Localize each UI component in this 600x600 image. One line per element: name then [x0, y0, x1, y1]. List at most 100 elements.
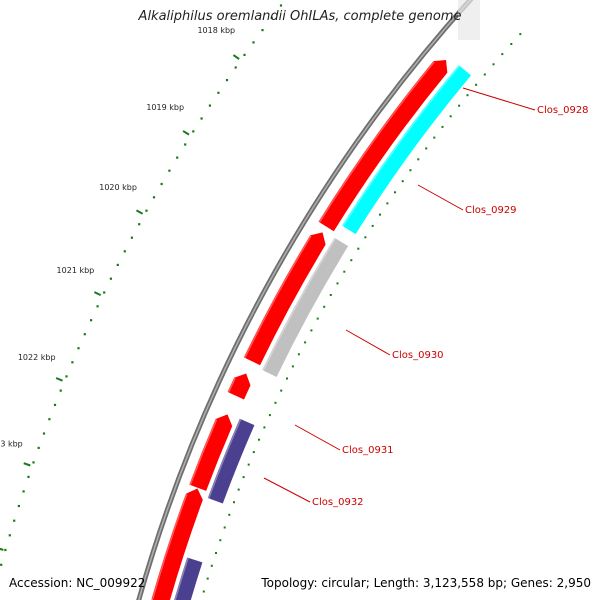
scale-tick-label: 1019 kbp: [146, 103, 184, 112]
forward-cds-arrow-shine: [318, 61, 435, 223]
inner-scale-dot: [501, 53, 504, 56]
grey-cds-block-shine: [262, 237, 337, 371]
inner-scale-dot: [492, 63, 495, 66]
forward-cds-arrow: [151, 488, 203, 600]
gene-leader-line: [345, 329, 391, 356]
inner-scale-dot: [364, 236, 367, 239]
scale-dot: [96, 305, 99, 308]
scale-tick: [232, 54, 240, 60]
inner-scale-dot: [233, 501, 235, 504]
forward-cds-arrow: [243, 232, 326, 366]
scale-tick-label: 1018 kbp: [197, 26, 235, 35]
inner-scale-dot: [310, 329, 313, 332]
scale-tick: [182, 130, 190, 136]
inner-scale-dot: [202, 590, 205, 593]
scale-tick-label: 1023 kbp: [0, 439, 23, 448]
inner-scale-dot: [449, 115, 452, 118]
scale-dot: [13, 519, 16, 522]
scale-dot: [123, 250, 126, 253]
inner-scale-dot: [237, 488, 240, 491]
scale-dot: [8, 534, 11, 537]
scale-tick: [23, 462, 31, 467]
gene-label: Clos_0929: [465, 205, 517, 216]
inner-scale-dot: [417, 158, 420, 161]
inner-scale-dot: [206, 577, 209, 580]
scale-dot: [243, 53, 246, 56]
inner-scale-dot: [329, 294, 332, 296]
scale-dot: [109, 277, 112, 280]
inner-scale-dot: [268, 414, 271, 417]
scale-dot: [27, 475, 30, 478]
scale-dot: [252, 41, 255, 44]
cyan-cds-block-shine: [342, 65, 461, 227]
inner-scale-dot: [323, 305, 326, 308]
scale-dot: [261, 29, 264, 32]
scale-dot: [22, 490, 25, 493]
scale-dot: [192, 130, 195, 133]
inner-scale-dot: [357, 247, 360, 250]
forward-cds-arrow: [318, 59, 448, 232]
purple-cds-block: [207, 418, 255, 504]
gene-label: Clos_0931: [342, 445, 394, 456]
scale-dot: [65, 375, 68, 378]
scale-dot: [225, 79, 229, 82]
scale-dot: [279, 4, 283, 7]
inner-scale-dot: [401, 180, 404, 183]
scale-dot: [17, 504, 20, 508]
inner-scale-dot: [466, 94, 469, 97]
scale-dot: [270, 16, 273, 19]
dotted-scale-circle: [0, 4, 283, 566]
inner-scale-dot: [475, 83, 478, 86]
genome-summary-text: Topology: circular; Length: 3,123,558 bp…: [261, 576, 591, 590]
inner-scale-dot: [336, 282, 339, 285]
scale-dot: [160, 182, 163, 186]
forward-cds-arrow-shine: [189, 419, 218, 486]
purple-cds-block-shine: [207, 418, 242, 499]
gene-leader-line: [462, 87, 536, 111]
scale-dot: [53, 403, 57, 406]
inner-scale-dot: [510, 43, 513, 45]
backbone-ring: [136, 0, 474, 600]
inner-scale-dot: [519, 33, 522, 36]
scale-dot: [0, 563, 3, 566]
scale-dot: [42, 432, 46, 435]
inner-scale-dot: [242, 476, 245, 479]
scale-dot: [103, 291, 106, 294]
scale-tick: [55, 377, 63, 382]
inner-scale-dot: [394, 191, 396, 194]
inner-scale-dot: [215, 552, 217, 554]
inner-scale-dot: [280, 389, 283, 392]
inner-scale-dot: [425, 147, 428, 150]
inner-scale-dot: [483, 73, 486, 76]
scale-dot: [234, 66, 237, 69]
scale-dot: [59, 389, 62, 392]
gene-label: Clos_0930: [392, 350, 444, 361]
inner-scale-dot: [433, 136, 436, 139]
feature-tracks: [151, 0, 522, 600]
scale-tick-label: 1020 kbp: [99, 183, 137, 192]
scale-dot: [138, 223, 141, 226]
gene-leader-line: [417, 184, 464, 211]
forward-cds-arrow-shine: [227, 377, 236, 393]
scale-dot: [37, 446, 40, 449]
forward-cds-arrow: [227, 373, 251, 400]
scale-dot: [217, 91, 220, 94]
inner-scale-dot: [223, 526, 226, 529]
scale-dot: [71, 361, 74, 364]
purple-cds-block-2: [174, 557, 203, 600]
inner-scale-dot: [386, 202, 389, 205]
scale-tick: [135, 209, 144, 215]
inner-scale-dot: [252, 451, 255, 454]
grey-cds-block: [262, 237, 349, 377]
scale-dot: [168, 169, 171, 172]
scale-dot: [4, 548, 7, 552]
scale-tick: [0, 547, 4, 551]
gene-leader-line: [263, 477, 311, 503]
scale-dot: [130, 236, 133, 239]
scale-dot: [152, 196, 156, 199]
inner-scale-dot: [379, 213, 381, 216]
gene-label: Clos_0928: [537, 105, 589, 116]
accession-text: Accession: NC_009922: [9, 576, 146, 590]
scale-dot: [83, 333, 86, 336]
